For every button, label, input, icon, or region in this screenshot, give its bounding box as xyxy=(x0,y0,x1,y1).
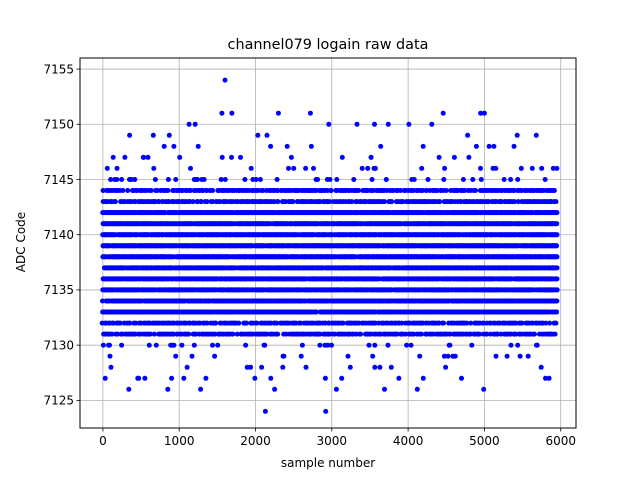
data-point xyxy=(234,331,240,337)
data-point xyxy=(484,331,490,337)
chart-title: channel079 logain raw data xyxy=(228,37,429,53)
data-point xyxy=(394,331,400,337)
data-point xyxy=(133,320,139,326)
data-point xyxy=(543,320,549,326)
data-point xyxy=(236,320,242,326)
data-point xyxy=(358,331,364,337)
data-point xyxy=(554,287,560,293)
data-point xyxy=(495,331,501,337)
data-point xyxy=(399,320,405,326)
data-point xyxy=(447,331,453,337)
data-point xyxy=(275,331,281,337)
data-point xyxy=(244,320,250,326)
data-point xyxy=(552,331,558,337)
data-point xyxy=(477,331,483,337)
y-axis-label: ADC Code xyxy=(14,212,28,272)
data-point xyxy=(468,320,474,326)
data-point xyxy=(547,320,553,326)
data-point xyxy=(230,331,236,337)
grid xyxy=(80,58,576,428)
data-point xyxy=(554,232,560,238)
data-point xyxy=(186,331,192,337)
data-point xyxy=(213,320,219,326)
data-point xyxy=(254,320,260,326)
data-point xyxy=(127,320,133,326)
data-point xyxy=(117,320,123,326)
data-point xyxy=(274,320,280,326)
data-point xyxy=(532,331,537,337)
data-point xyxy=(554,276,560,282)
data-point xyxy=(100,298,105,304)
data-point xyxy=(464,320,470,326)
data-point xyxy=(418,331,424,337)
data-point xyxy=(441,320,447,326)
data-point xyxy=(554,254,560,260)
data-point xyxy=(317,331,323,337)
data-points xyxy=(99,77,560,414)
data-point xyxy=(554,243,560,249)
data-point xyxy=(313,309,319,315)
data-point xyxy=(147,331,153,337)
data-point xyxy=(553,320,559,326)
data-point xyxy=(554,309,560,315)
data-point xyxy=(340,320,346,326)
data-point xyxy=(554,265,560,271)
data-point xyxy=(298,320,304,326)
data-point xyxy=(109,331,115,337)
x-axis-label: sample number xyxy=(281,456,375,470)
data-point xyxy=(554,298,560,304)
data-point xyxy=(204,320,210,326)
data-point xyxy=(519,320,525,326)
data-point xyxy=(151,331,157,337)
